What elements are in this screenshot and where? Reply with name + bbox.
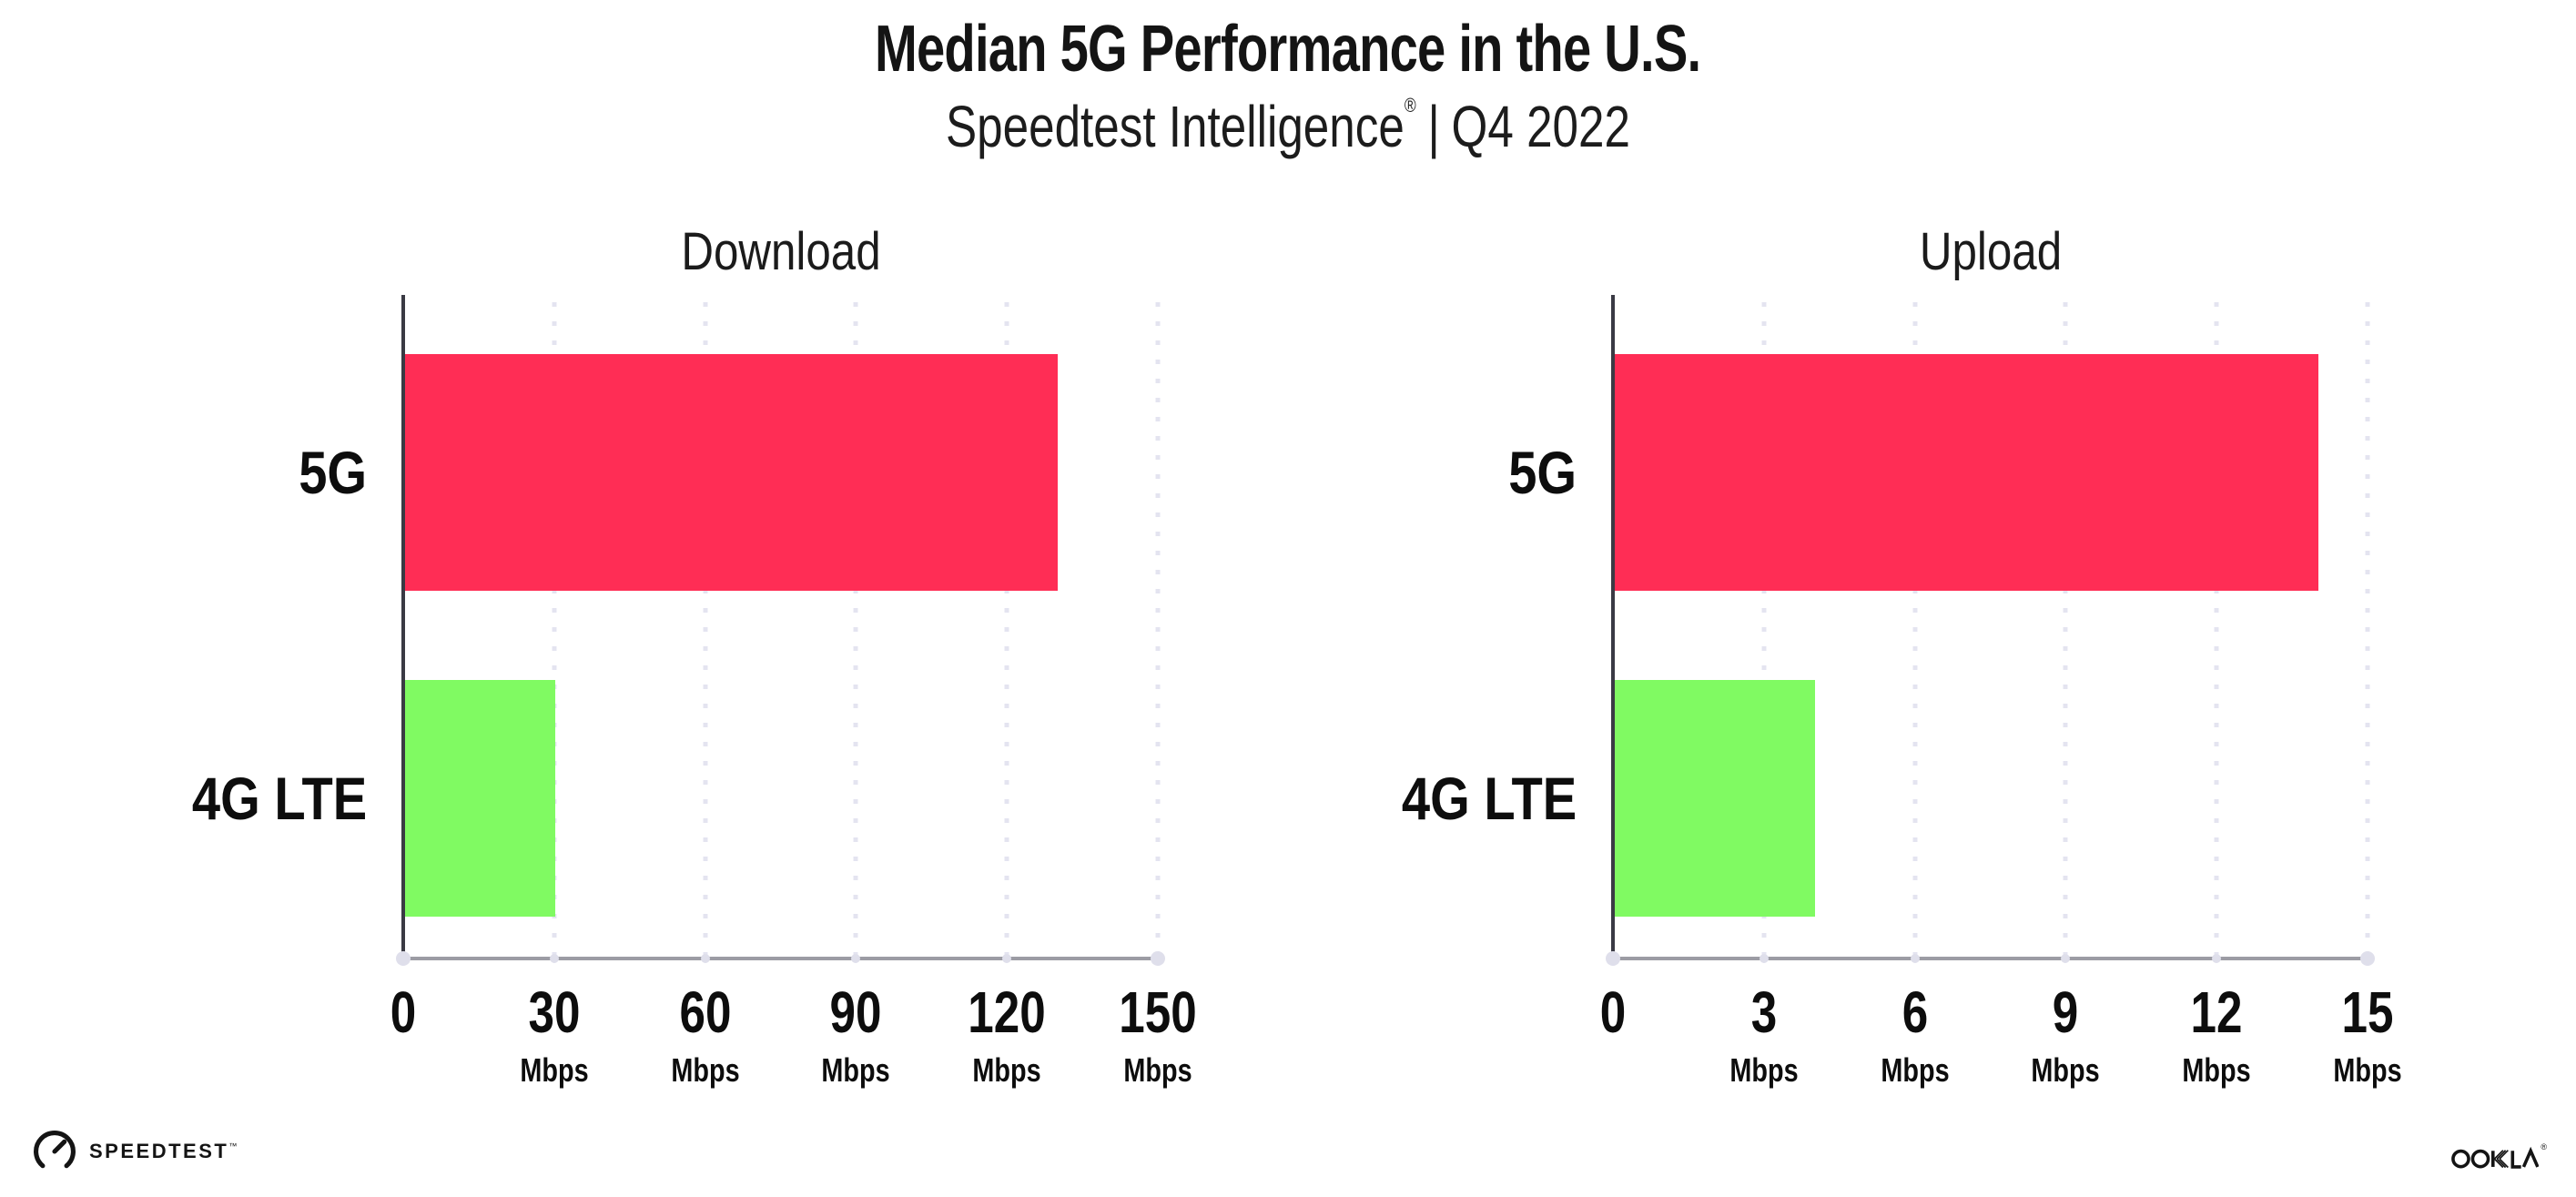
figure-footer: SPEEDTEST ™ ® (0, 1124, 2576, 1197)
axis-tick-dot (1910, 954, 1920, 963)
x-tick-label: 6 Mbps (1872, 983, 1958, 1087)
speedtest-logo: SPEEDTEST ™ (31, 1128, 237, 1175)
page-title: Median 5G Performance in the U.S. (0, 11, 2576, 88)
gridline (2214, 302, 2219, 959)
tick-value: 15 (2341, 979, 2394, 1045)
ookla-wordmark-icon (2451, 1146, 2540, 1169)
download-plot-area: 5G 4G LTE 0 30 Mbps 60 Mbps 90 Mbps 120 Mbps 150 Mbp… (192, 295, 1197, 1087)
bar-4g-lte (404, 680, 555, 917)
bar-4g-lte (1614, 680, 1816, 917)
tick-unit: Mbps (2031, 1051, 2100, 1089)
gridline (552, 302, 557, 959)
x-axis-line (398, 957, 1160, 960)
tick-unit: Mbps (1880, 1051, 1950, 1089)
page-subtitle: Speedtest Intelligence® | Q4 2022 (0, 94, 2576, 161)
x-axis-line (1607, 957, 2369, 960)
tick-value: 12 (2190, 979, 2243, 1045)
axis-tick-dot (2061, 954, 2071, 963)
tick-unit: Mbps (2333, 1051, 2402, 1089)
tick-value: 3 (1750, 979, 1778, 1045)
axis-tick-dot (1151, 951, 1165, 966)
bar-5g (404, 354, 1059, 591)
category-label-5g: 5G (1508, 439, 1577, 506)
axis-tick-dot (1606, 951, 1620, 966)
axis-tick-dot (1759, 954, 1769, 963)
tick-unit: Mbps (1729, 1051, 1799, 1089)
tick-value: 9 (2053, 979, 2079, 1045)
y-axis-line (401, 295, 405, 959)
x-tick-label: 30 Mbps (512, 983, 597, 1087)
axis-tick-dot (2212, 954, 2222, 963)
gridline (2063, 302, 2068, 959)
tick-value: 0 (390, 979, 417, 1045)
tick-value: 90 (829, 979, 882, 1045)
gridline (1004, 302, 1009, 959)
tick-value: 120 (968, 979, 1046, 1045)
axis-tick-dot (700, 954, 710, 963)
x-tick-label: 15 Mbps (2325, 983, 2410, 1087)
x-tick-label: 12 Mbps (2174, 983, 2259, 1087)
gridline (1761, 302, 1767, 959)
axis-tick-dot (396, 951, 411, 966)
y-axis-line (1611, 295, 1615, 959)
figure-header: Median 5G Performance in the U.S. Speedt… (0, 11, 2576, 161)
ookla-logo: ® (2451, 1142, 2547, 1170)
tick-unit (390, 1054, 416, 1087)
x-tick-label: 0 (387, 983, 420, 1087)
bar-5g (1614, 354, 2318, 591)
tick-unit: Mbps (670, 1051, 740, 1089)
x-tick-label: 9 Mbps (2023, 983, 2108, 1087)
axis-tick-dot (1002, 954, 1012, 963)
x-tick-label: 90 Mbps (813, 983, 898, 1087)
x-tick-label: 0 (1597, 983, 1629, 1087)
tick-value: 0 (1599, 979, 1627, 1045)
gridline (1912, 302, 1918, 959)
axis-tick-dot (549, 954, 559, 963)
category-label-4g-lte: 4G LTE (191, 765, 367, 832)
upload-chart-title: Upload (1919, 222, 2062, 281)
tick-unit: Mbps (2182, 1051, 2251, 1089)
x-tick-label: 120 Mbps (958, 983, 1056, 1087)
tick-unit: Mbps (972, 1051, 1041, 1089)
gridline (2365, 302, 2370, 959)
registered-trademark-mark: ® (1404, 93, 1416, 117)
registered-trademark-mark: ® (2541, 1142, 2547, 1151)
download-chart-title: Download (680, 222, 881, 281)
tick-value: 6 (1902, 979, 1928, 1045)
tick-value: 30 (528, 979, 581, 1045)
tick-value: 60 (679, 979, 732, 1045)
subtitle-period: Q4 2022 (1451, 93, 1630, 159)
gridline (703, 302, 708, 959)
gridline (1155, 302, 1161, 959)
x-tick-label: 3 Mbps (1721, 983, 1807, 1087)
trademark-mark: ™ (228, 1141, 238, 1151)
tick-unit: Mbps (520, 1051, 589, 1089)
page-title-text: Median 5G Performance in the U.S. (875, 13, 1701, 86)
subtitle-separator: | (1427, 93, 1440, 159)
speedtest-gauge-icon (34, 1131, 76, 1169)
x-tick-label: 60 Mbps (663, 983, 748, 1087)
subtitle-brand: Speedtest Intelligence (946, 93, 1405, 159)
tick-value: 150 (1119, 979, 1197, 1045)
x-tick-label: 150 Mbps (1110, 983, 1207, 1087)
tick-unit: Mbps (1123, 1051, 1192, 1089)
tick-unit (1600, 1054, 1626, 1087)
axis-tick-dot (2360, 951, 2375, 966)
axis-tick-dot (851, 954, 861, 963)
gridline (853, 302, 858, 959)
category-label-4g-lte: 4G LTE (1401, 765, 1577, 832)
tick-unit: Mbps (821, 1051, 890, 1089)
category-label-5g: 5G (299, 439, 367, 506)
upload-plot-area: 5G 4G LTE 0 3 Mbps 6 Mbps 9 Mbps 12 Mbps 15 Mbps (1402, 295, 2402, 1087)
speedtest-wordmark: SPEEDTEST (89, 1140, 229, 1162)
